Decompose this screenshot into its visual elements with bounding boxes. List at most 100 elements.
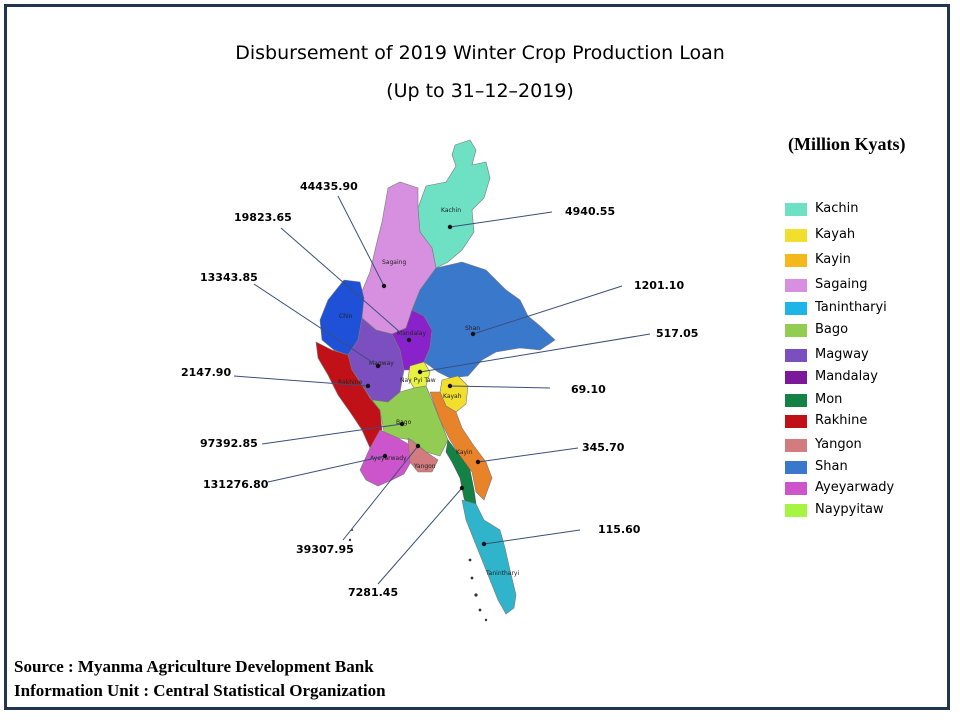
value-shan: 1201.10 (634, 279, 684, 292)
leader-line-kayin (477, 447, 579, 463)
region-label-naypyitaw: Nay Pyi Taw (400, 377, 436, 384)
dot-tanintharyi (481, 541, 487, 547)
value-magway: 13343.85 (200, 271, 258, 284)
region-kayin (429, 391, 493, 501)
legend-swatch (785, 504, 807, 517)
leader-line-naypyitaw (419, 333, 651, 373)
island-dot (478, 608, 482, 612)
map-subtitle: (Up to 31–12–2019) (386, 80, 574, 102)
island-dot (348, 538, 352, 542)
legend-swatch (785, 203, 807, 216)
region-label-yangon: Yangon (413, 463, 436, 470)
legend-swatch (785, 482, 807, 495)
dot-kachin (447, 224, 453, 230)
value-kayin: 345.70 (582, 441, 625, 454)
leader-line-mon (377, 487, 463, 585)
legend-swatch (785, 461, 807, 474)
value-tanintharyi: 115.60 (598, 523, 641, 536)
dot-rakhine (365, 383, 371, 389)
legend-swatch (785, 439, 807, 452)
legend-label: Kayah (815, 227, 856, 242)
dot-kayah (447, 383, 453, 389)
legend-swatch (785, 302, 807, 315)
region-kachin (417, 139, 491, 269)
leader-line-kayah (449, 385, 551, 389)
source-note: Source : Myanma Agriculture Development … (14, 657, 374, 676)
value-kachin: 4940.55 (565, 205, 615, 218)
island-dot (474, 593, 478, 597)
legend-swatch (785, 254, 807, 267)
legend-label: Ayeyarwady (815, 480, 895, 495)
value-mandalay: 19823.65 (234, 211, 292, 224)
leader-line-rakhine (233, 375, 369, 387)
region-label-kachin: Kachin (441, 207, 461, 214)
value-kayah: 69.10 (571, 383, 606, 396)
region-shan (411, 261, 556, 379)
legend-label: Yangon (815, 437, 862, 452)
legend-swatch (785, 415, 807, 428)
region-label-tanintharyi: Tanintharyi (485, 570, 519, 577)
legend-label: Tanintharyi (815, 300, 887, 315)
region-tanintharyi (461, 499, 517, 615)
legend-swatch (785, 279, 807, 292)
dot-mon (459, 485, 465, 491)
legend-label: Kayin (815, 252, 851, 267)
island-dot (470, 576, 474, 580)
leader-line-sagaing (337, 195, 385, 287)
legend-label: Magway (815, 347, 869, 362)
dot-naypyitaw (417, 369, 423, 375)
leader-line-mandalay (280, 227, 410, 341)
region-label-chin: Chin (339, 313, 353, 320)
legend-swatch (785, 394, 807, 407)
island-dot (484, 618, 488, 622)
leader-line-yangon (342, 445, 419, 541)
outer-frame (4, 4, 950, 710)
dot-yangon (415, 443, 421, 449)
legend-swatch (785, 349, 807, 362)
region-naypyitaw (407, 361, 431, 389)
legend-label: Mandalay (815, 369, 878, 384)
dot-ayeyarwady (382, 453, 388, 459)
region-label-bago: Bago (396, 419, 412, 426)
region-label-kayah: Kayah (443, 393, 462, 400)
region-ayeyarwady (359, 429, 413, 487)
legend-label: Shan (815, 459, 848, 474)
legend-swatch (785, 229, 807, 242)
value-ayeyarwady: 131276.80 (203, 478, 269, 491)
region-yangon (407, 437, 439, 473)
leader-line-magway (253, 283, 379, 367)
dot-shan (470, 331, 476, 337)
units-label: (Million Kyats) (788, 134, 906, 154)
leader-line-kachin (449, 211, 553, 228)
region-label-shan: Shan (465, 325, 480, 332)
dot-sagaing (381, 283, 387, 289)
region-label-magway: Magway (369, 360, 394, 367)
region-label-rakhine: Rakhine (338, 379, 362, 386)
region-label-mandalay: Mandalay (397, 330, 426, 337)
value-rakhine: 2147.90 (181, 366, 231, 379)
value-naypyitaw: 517.05 (656, 327, 698, 340)
region-label-sagaing: Sagaing (382, 259, 406, 266)
legend-label: Sagaing (815, 277, 868, 292)
leader-line-shan (472, 285, 623, 335)
region-label-kayin: Kayin (456, 449, 473, 456)
value-bago: 97392.85 (200, 437, 258, 450)
map-title: Disbursement of 2019 Winter Crop Product… (235, 42, 725, 64)
leader-line-ayeyarwady (267, 455, 386, 483)
island-dot (468, 558, 472, 562)
info-unit-note: Information Unit : Central Statistical O… (14, 681, 386, 700)
value-mon: 7281.45 (348, 586, 398, 599)
dot-bago (399, 421, 405, 427)
dot-magway (375, 363, 381, 369)
legend-swatch (785, 324, 807, 337)
region-label-ayeyarwady: Ayeyarwady (370, 455, 407, 462)
value-sagaing: 44435.90 (300, 180, 358, 193)
legend-label: Naypyitaw (815, 502, 884, 517)
value-yangon: 39307.95 (296, 543, 354, 556)
dot-mandalay (406, 337, 412, 343)
legend-label: Mon (815, 392, 843, 407)
legend-label: Kachin (815, 201, 859, 216)
leader-line-bago (261, 423, 403, 445)
dot-kayin (475, 459, 481, 465)
